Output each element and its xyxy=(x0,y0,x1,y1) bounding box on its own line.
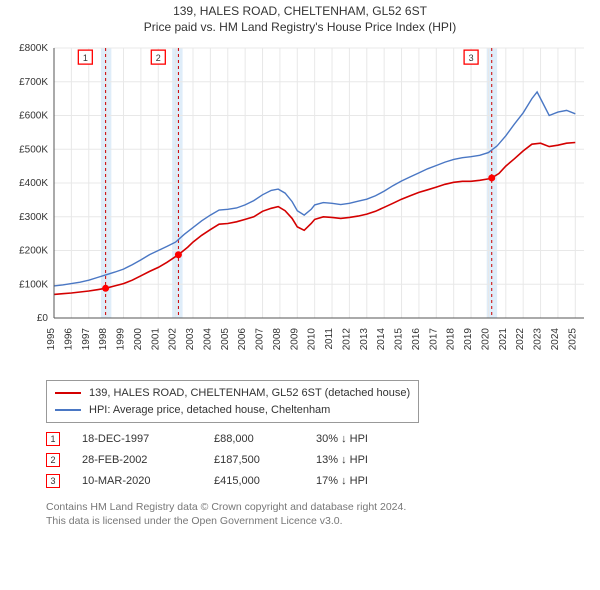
sale-date: 18-DEC-1997 xyxy=(82,429,192,450)
legend-label: HPI: Average price, detached house, Chel… xyxy=(89,402,330,419)
svg-text:2: 2 xyxy=(156,53,161,63)
legend-swatch xyxy=(55,409,81,411)
svg-text:2009: 2009 xyxy=(289,328,300,351)
legend-label: 139, HALES ROAD, CHELTENHAM, GL52 6ST (d… xyxy=(89,385,410,402)
svg-text:2003: 2003 xyxy=(185,328,196,351)
chart-titles: 139, HALES ROAD, CHELTENHAM, GL52 6ST Pr… xyxy=(8,4,592,34)
svg-text:1999: 1999 xyxy=(116,328,127,351)
sale-marker-icon: 3 xyxy=(46,474,60,488)
sale-date: 10-MAR-2020 xyxy=(82,471,192,492)
svg-text:2012: 2012 xyxy=(341,328,352,351)
sale-delta: 30% ↓ HPI xyxy=(316,429,416,450)
svg-text:2011: 2011 xyxy=(324,328,335,350)
sale-delta: 17% ↓ HPI xyxy=(316,471,416,492)
sale-row: 3 10-MAR-2020 £415,000 17% ↓ HPI xyxy=(46,471,592,492)
svg-text:2016: 2016 xyxy=(411,328,422,351)
svg-text:2013: 2013 xyxy=(359,328,370,351)
legend-item: 139, HALES ROAD, CHELTENHAM, GL52 6ST (d… xyxy=(55,385,410,402)
svg-text:2025: 2025 xyxy=(567,328,578,351)
svg-text:1995: 1995 xyxy=(46,328,57,351)
svg-text:£800K: £800K xyxy=(19,43,48,54)
svg-text:£100K: £100K xyxy=(19,279,48,290)
svg-text:3: 3 xyxy=(469,53,474,63)
svg-text:1997: 1997 xyxy=(81,328,92,351)
svg-text:2017: 2017 xyxy=(428,328,439,351)
svg-text:2000: 2000 xyxy=(133,328,144,351)
svg-text:2015: 2015 xyxy=(394,328,405,351)
svg-text:2005: 2005 xyxy=(220,328,231,351)
chart-subtitle: Price paid vs. HM Land Registry's House … xyxy=(8,20,592,34)
svg-text:2019: 2019 xyxy=(463,328,474,351)
svg-text:1: 1 xyxy=(83,53,88,63)
legend-item: HPI: Average price, detached house, Chel… xyxy=(55,402,410,419)
svg-text:2022: 2022 xyxy=(515,328,526,351)
svg-text:2010: 2010 xyxy=(307,328,318,351)
legend-swatch xyxy=(55,392,81,394)
sale-delta: 13% ↓ HPI xyxy=(316,450,416,471)
sale-date: 28-FEB-2002 xyxy=(82,450,192,471)
svg-text:1996: 1996 xyxy=(63,328,74,351)
sale-marker-icon: 2 xyxy=(46,453,60,467)
svg-text:2006: 2006 xyxy=(237,328,248,351)
svg-text:1998: 1998 xyxy=(98,328,109,351)
sale-row: 2 28-FEB-2002 £187,500 13% ↓ HPI xyxy=(46,450,592,471)
footer-attribution: Contains HM Land Registry data © Crown c… xyxy=(46,500,592,528)
svg-text:£200K: £200K xyxy=(19,246,48,257)
svg-text:£600K: £600K xyxy=(19,111,48,122)
root: { "title": "139, HALES ROAD, CHELTENHAM,… xyxy=(0,0,600,590)
svg-text:2002: 2002 xyxy=(168,328,179,351)
sale-price: £88,000 xyxy=(214,429,294,450)
svg-text:2004: 2004 xyxy=(202,328,213,351)
svg-text:2014: 2014 xyxy=(376,328,387,351)
footer-line-2: This data is licensed under the Open Gov… xyxy=(46,514,592,528)
svg-text:£500K: £500K xyxy=(19,144,48,155)
svg-text:2018: 2018 xyxy=(446,328,457,351)
sale-price: £415,000 xyxy=(214,471,294,492)
svg-text:2001: 2001 xyxy=(150,328,161,351)
svg-text:£400K: £400K xyxy=(19,178,48,189)
svg-text:£700K: £700K xyxy=(19,77,48,88)
sale-marker-icon: 1 xyxy=(46,432,60,446)
svg-text:2021: 2021 xyxy=(498,328,509,351)
svg-text:£300K: £300K xyxy=(19,212,48,223)
svg-text:£0: £0 xyxy=(37,313,49,324)
svg-text:2023: 2023 xyxy=(533,328,544,351)
legend-box: 139, HALES ROAD, CHELTENHAM, GL52 6ST (d… xyxy=(46,380,419,423)
sale-row: 1 18-DEC-1997 £88,000 30% ↓ HPI xyxy=(46,429,592,450)
sale-price: £187,500 xyxy=(214,450,294,471)
line-chart-svg: £0 £100K £200K £300K £400K £500K £600K £700K £80… xyxy=(8,40,592,370)
svg-text:2007: 2007 xyxy=(255,328,266,351)
svg-text:2008: 2008 xyxy=(272,328,283,351)
footer-line-1: Contains HM Land Registry data © Crown c… xyxy=(46,500,592,514)
sales-list: 1 18-DEC-1997 £88,000 30% ↓ HPI 2 28-FEB-2002… xyxy=(46,429,592,492)
chart-area: £0 £100K £200K £300K £400K £500K £600K £700K £80… xyxy=(8,40,592,370)
chart-title: 139, HALES ROAD, CHELTENHAM, GL52 6ST xyxy=(8,4,592,18)
svg-text:2020: 2020 xyxy=(480,328,491,351)
svg-text:2024: 2024 xyxy=(550,328,561,351)
